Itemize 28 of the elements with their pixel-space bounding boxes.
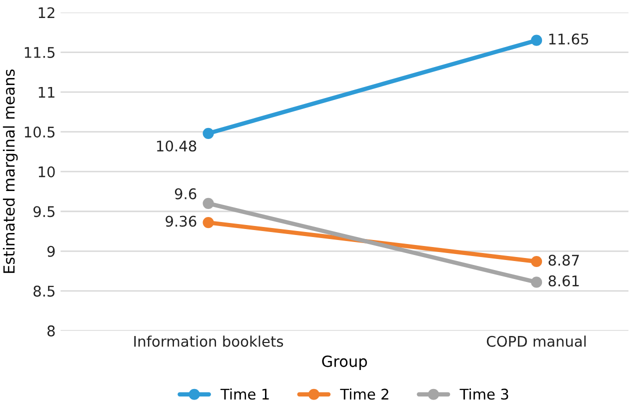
- point: [530, 34, 542, 46]
- x-axis-title: Group: [322, 356, 367, 370]
- point: [530, 276, 542, 288]
- data-label: 8.87: [548, 254, 579, 266]
- y-tick-label: 9.5: [33, 206, 54, 218]
- x-tick-label: Information booklets: [134, 336, 284, 347]
- y-tick-label: 11.5: [24, 47, 54, 58]
- y-tick-label: 12: [38, 7, 54, 18]
- data-label: 10.48: [157, 140, 196, 152]
- legend-label: Time 3: [460, 388, 508, 400]
- y-tick-label: 8: [47, 325, 55, 336]
- y-tick-label: 11: [38, 86, 54, 98]
- data-label: 8.61: [548, 275, 579, 286]
- y-axis-title: Estimated marginal means: [2, 70, 18, 273]
- point: [202, 216, 214, 228]
- y-tick-label: 10: [38, 166, 55, 178]
- y-tick-label: 9: [47, 246, 55, 257]
- y-tick-label: 8.5: [34, 286, 54, 297]
- data-label: 11.65: [549, 34, 588, 45]
- data-label: 9.6: [174, 188, 196, 200]
- point: [202, 198, 214, 209]
- y-tick-label: 10.5: [24, 126, 54, 138]
- data-label: 9.36: [166, 216, 196, 227]
- legend-label: Time 1: [220, 388, 269, 400]
- point: [530, 256, 542, 268]
- legend-label: Time 2: [340, 388, 388, 400]
- x-tick-label: COPD manual: [486, 336, 586, 347]
- point: [202, 128, 214, 139]
